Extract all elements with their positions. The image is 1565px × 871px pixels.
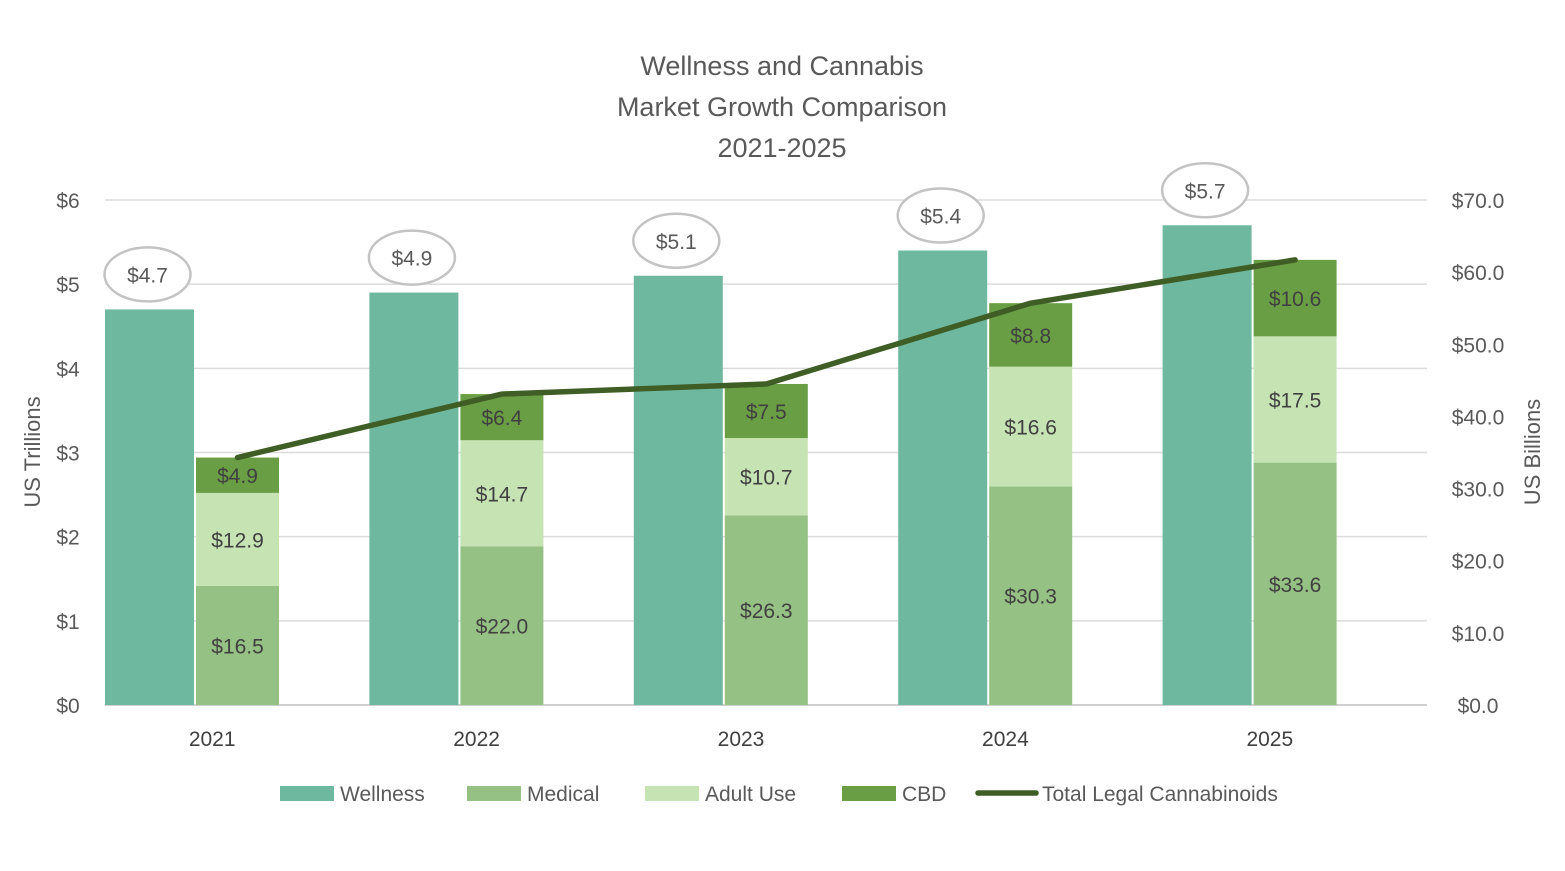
y-right-tick-label: $20.0 — [1452, 551, 1505, 574]
bar-medical — [1253, 462, 1337, 705]
bar-wellness — [369, 292, 459, 705]
bar-adult-use — [724, 438, 808, 516]
chart-title-line: Market Growth Comparison — [617, 92, 947, 122]
label-cbd: $4.9 — [217, 465, 258, 488]
legend-swatch-cbd — [842, 786, 896, 801]
x-tick-label: 2022 — [453, 728, 500, 751]
label-cbd: $8.8 — [1010, 325, 1051, 348]
y-right-tick-label: $50.0 — [1452, 334, 1505, 357]
legend-label-medical: Medical — [527, 783, 599, 806]
wellness-callout — [367, 229, 457, 286]
bar-wellness — [898, 250, 988, 705]
bar-cbd — [196, 457, 279, 493]
bar-cbd — [1253, 259, 1337, 337]
bar-medical — [460, 546, 544, 705]
y-left-tick-label: $4 — [56, 358, 80, 381]
bar-medical — [196, 585, 279, 705]
y-left-tick-label: $2 — [56, 527, 79, 550]
bar-wellness — [633, 275, 723, 705]
label-medical: $33.6 — [1269, 574, 1322, 597]
label-adult-use: $16.6 — [1004, 417, 1057, 440]
bar-adult-use — [196, 492, 279, 586]
data-labels: $4.7 $16.5 $12.9 $4.9 $4.9 $22.0 $14.7 $6.4 $5.1… — [103, 162, 1322, 658]
label-medical: $26.3 — [740, 600, 793, 623]
bar-wellness — [105, 309, 194, 705]
label-adult-use: $12.9 — [211, 529, 264, 552]
y-left-tick-label: $6 — [56, 190, 79, 213]
bar-wellness — [1162, 225, 1252, 705]
chart-title: Wellness and Cannabis Market Growth Compa… — [617, 51, 947, 163]
y-left-axis-title: US Trillions — [20, 396, 45, 507]
wellness-callout — [103, 246, 192, 303]
bar-adult-use — [1253, 336, 1337, 463]
y-right-tick-label: $40.0 — [1452, 406, 1505, 429]
bar-medical — [989, 486, 1073, 705]
wellness-label: $4.9 — [391, 248, 432, 271]
wellness-label: $5.7 — [1185, 180, 1226, 203]
wellness-label: $5.1 — [656, 231, 697, 254]
legend-label-total-legal-cannabinoids: Total Legal Cannabinoids — [1042, 783, 1278, 806]
legend-swatch-adult-use — [645, 786, 699, 801]
legend-swatch-wellness — [280, 786, 334, 801]
bar-adult-use — [460, 440, 544, 547]
bar-medical — [724, 515, 808, 705]
wellness-callout — [1160, 162, 1250, 219]
axes: $0 $1 $2 $3 $4 $5 $6 $0.0 $10.0 $20.0 $30.0 $40.0 $5… — [20, 190, 1545, 751]
chart-title-line: Wellness and Cannabis — [640, 51, 923, 81]
total-line — [234, 257, 1298, 461]
y-right-tick-label: $70.0 — [1452, 190, 1505, 213]
label-medical: $16.5 — [211, 635, 264, 658]
legend-swatch-medical — [467, 786, 521, 801]
wellness-label: $5.4 — [920, 206, 961, 229]
wellness-callout — [896, 187, 985, 244]
wellness-callout — [632, 212, 721, 269]
y-right-axis-title: US Billions — [1520, 399, 1545, 505]
y-right-tick-label: $10.0 — [1452, 623, 1505, 646]
x-tick-label: 2025 — [1246, 728, 1293, 751]
legend-label-cbd: CBD — [902, 783, 946, 806]
x-tick-label: 2021 — [189, 728, 236, 751]
label-adult-use: $17.5 — [1269, 389, 1322, 412]
y-right-tick-label: $60.0 — [1452, 262, 1505, 285]
x-tick-label: 2024 — [982, 728, 1029, 751]
line-total-legal-cannabinoids — [234, 257, 1298, 461]
legend-label-wellness: Wellness — [340, 783, 425, 806]
y-left-tick-label: $1 — [56, 611, 79, 634]
y-right-tick-label: $0.0 — [1458, 695, 1499, 718]
y-left-tick-label: $5 — [56, 274, 79, 297]
y-left-tick-label: $3 — [56, 443, 79, 466]
label-medical: $22.0 — [476, 616, 529, 639]
bars — [105, 225, 1337, 705]
wellness-label: $4.7 — [127, 264, 168, 287]
label-adult-use: $10.7 — [740, 467, 793, 490]
label-cbd: $6.4 — [481, 407, 522, 430]
chart-title-line: 2021-2025 — [717, 133, 846, 163]
y-left-tick-label: $0 — [56, 695, 79, 718]
legend-label-adult-use: Adult Use — [705, 783, 796, 806]
y-right-tick-label: $30.0 — [1452, 479, 1505, 502]
bar-cbd — [724, 383, 808, 439]
legend: Wellness Medical Adult Use CBD Total Legal C… — [280, 783, 1278, 806]
label-medical: $30.3 — [1004, 586, 1057, 609]
x-tick-label: 2023 — [718, 728, 765, 751]
label-adult-use: $14.7 — [476, 483, 529, 506]
bar-adult-use — [989, 366, 1073, 487]
label-cbd: $10.6 — [1269, 288, 1322, 311]
label-cbd: $7.5 — [746, 401, 787, 424]
